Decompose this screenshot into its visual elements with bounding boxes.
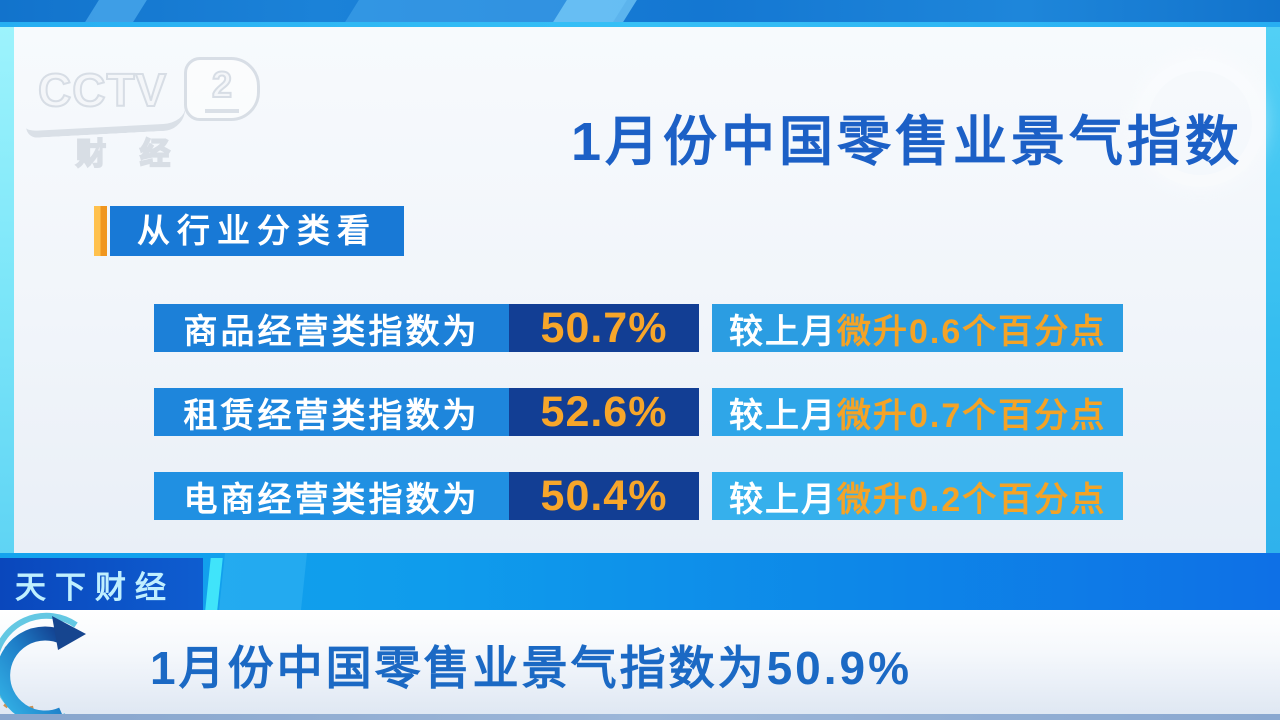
- row-comparison: 较上月 微升0.6个百分点: [712, 304, 1124, 352]
- channel-name: 财经: [75, 137, 204, 172]
- lower-third-band: 天下财经: [0, 553, 1280, 610]
- section-accent-bar: [94, 206, 107, 256]
- headline-title: 1月份中国零售业景气指数: [570, 112, 1244, 172]
- row-label: 商品经营类指数为: [154, 304, 509, 352]
- top-strip-highlight-line: [0, 22, 1280, 27]
- top-strip: [0, 0, 1280, 27]
- channel-number: 2: [211, 63, 233, 106]
- channel-badge-underbar: [205, 109, 239, 113]
- index-row-leasing: 租赁经营类指数为 52.6% 较上月 微升0.7个百分点: [154, 388, 1124, 436]
- left-edge-strip: [0, 27, 14, 553]
- cctv-channel-logo: CCTV 2 财经: [24, 55, 260, 175]
- section-label-text: 从行业分类看: [110, 206, 404, 256]
- comparison-prefix: 较上月: [729, 312, 837, 351]
- row-gap: [699, 304, 712, 352]
- comparison-highlight: 微升0.7个百分点: [837, 396, 1107, 435]
- row-gap: [699, 472, 712, 520]
- program-badge: 天下财经: [0, 558, 203, 610]
- row-value: 50.4%: [509, 472, 699, 520]
- row-comparison: 较上月 微升0.2个百分点: [712, 472, 1124, 520]
- comparison-prefix: 较上月: [729, 396, 837, 435]
- channel-number-badge: 2: [184, 57, 260, 121]
- top-strip-streak: [85, 0, 147, 22]
- top-strip-streak: [553, 0, 637, 22]
- index-row-ecommerce: 电商经营类指数为 50.4% 较上月 微升0.2个百分点: [154, 472, 1124, 520]
- news-ticker: 1月份中国零售业景气指数为50.9%: [0, 610, 1280, 720]
- program-name: 天下财经: [15, 569, 175, 605]
- row-gap: [699, 388, 712, 436]
- swirl-arrow-logo-icon: [0, 612, 86, 720]
- row-comparison: 较上月 微升0.7个百分点: [712, 388, 1124, 436]
- row-label: 电商经营类指数为: [154, 472, 509, 520]
- row-value: 50.7%: [509, 304, 699, 352]
- section-label: 从行业分类看: [94, 206, 404, 256]
- band-light-segment: [219, 553, 307, 610]
- comparison-prefix: 较上月: [729, 480, 837, 519]
- cctv-logo-text: CCTV: [37, 63, 168, 117]
- right-edge-strip: [1266, 27, 1280, 553]
- row-label: 租赁经营类指数为: [154, 388, 509, 436]
- index-row-goods: 商品经营类指数为 50.7% 较上月 微升0.6个百分点: [154, 304, 1124, 352]
- comparison-highlight: 微升0.6个百分点: [837, 312, 1107, 351]
- ticker-headline: 1月份中国零售业景气指数为50.9%: [150, 642, 913, 694]
- main-panel: CCTV 2 财经 1月份中国零售业景气指数 从行业分类看 商品经营类指数为 5…: [14, 27, 1266, 553]
- comparison-highlight: 微升0.2个百分点: [837, 480, 1107, 519]
- ticker-bottom-line: [0, 714, 1280, 720]
- row-value: 52.6%: [509, 388, 699, 436]
